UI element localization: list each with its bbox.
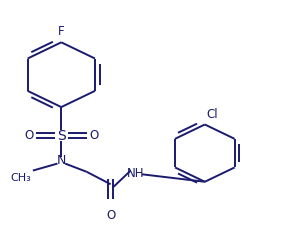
Text: O: O <box>24 129 33 142</box>
Text: N: N <box>57 154 66 167</box>
Text: O: O <box>89 129 98 142</box>
Text: S: S <box>57 129 66 143</box>
Text: O: O <box>106 209 115 222</box>
Text: F: F <box>58 25 65 38</box>
Text: CH₃: CH₃ <box>10 173 31 183</box>
Text: NH: NH <box>127 167 145 180</box>
Text: Cl: Cl <box>206 108 218 121</box>
